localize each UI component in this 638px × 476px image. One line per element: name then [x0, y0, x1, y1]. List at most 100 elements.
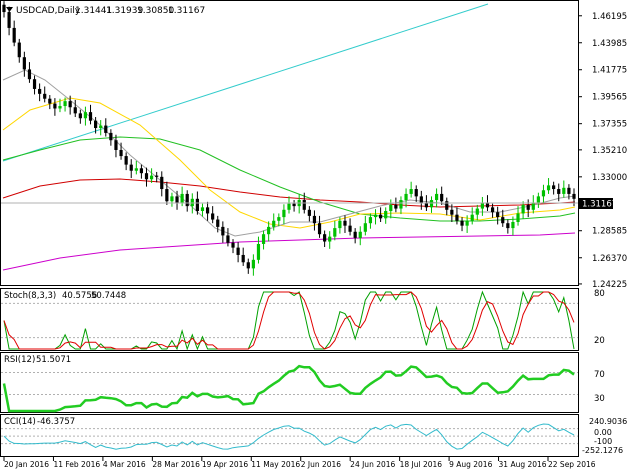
candle-body[interactable] [317, 223, 322, 235]
candle-body[interactable] [506, 223, 510, 229]
candle-body[interactable] [114, 140, 118, 150]
candle-body[interactable] [231, 242, 235, 248]
candle-body[interactable] [414, 189, 418, 197]
candle-body[interactable] [180, 193, 184, 203]
candle-body[interactable] [221, 226, 225, 236]
candle-body[interactable] [43, 93, 47, 99]
candles-group[interactable] [2, 1, 576, 276]
candle-body[interactable] [104, 125, 108, 133]
candle-body[interactable] [373, 214, 378, 218]
candle-body[interactable] [134, 168, 138, 171]
candle-body[interactable] [434, 193, 439, 201]
candle-body[interactable] [338, 220, 342, 229]
candle-body[interactable] [73, 107, 77, 114]
candle-body[interactable] [139, 168, 144, 174]
candle-body[interactable] [328, 236, 332, 242]
candle-body[interactable] [531, 202, 535, 210]
candle-body[interactable] [68, 101, 72, 108]
candle-body[interactable] [567, 187, 571, 194]
candle-body[interactable] [287, 203, 291, 210]
candle-body[interactable] [450, 209, 454, 215]
rsi-line[interactable] [2, 364, 575, 413]
candle-body[interactable] [379, 214, 383, 219]
candle-body[interactable] [307, 209, 311, 216]
candle-body[interactable] [170, 196, 174, 202]
candle-body[interactable] [251, 259, 255, 269]
candle-body[interactable] [277, 217, 281, 221]
candle-body[interactable] [475, 208, 479, 215]
stoch-signal-line[interactable] [3, 291, 575, 350]
candle-body[interactable] [368, 217, 373, 224]
candle-body[interactable] [526, 204, 530, 210]
candle-body[interactable] [424, 202, 429, 208]
candle-body[interactable] [155, 175, 159, 177]
candle-body[interactable] [267, 226, 271, 235]
candle-body[interactable] [312, 215, 317, 224]
candle-body[interactable] [17, 42, 21, 58]
candle-body[interactable] [455, 214, 459, 221]
candle-body[interactable] [149, 175, 154, 180]
ma-red-line[interactable] [2, 178, 576, 208]
cci-line[interactable] [3, 423, 575, 450]
candle-body[interactable] [185, 193, 189, 207]
ma-magenta-line[interactable] [2, 232, 576, 271]
candle-body[interactable] [48, 98, 52, 104]
candle-body[interactable] [389, 204, 393, 212]
candle-body[interactable] [38, 88, 42, 94]
candle-body[interactable] [511, 221, 515, 229]
candle-body[interactable] [246, 262, 250, 269]
candle-body[interactable] [78, 113, 82, 119]
candle-body[interactable] [165, 189, 169, 202]
candle-body[interactable] [429, 200, 434, 208]
candle-body[interactable] [58, 106, 62, 109]
candle-body[interactable] [353, 231, 357, 238]
candle-body[interactable] [363, 223, 367, 232]
candle-body[interactable] [88, 112, 93, 121]
candle-body[interactable] [256, 243, 261, 260]
price-panel[interactable] [0, 0, 579, 286]
candle-body[interactable] [226, 235, 230, 243]
rsi-panel[interactable] [0, 352, 579, 413]
candle-body[interactable] [496, 212, 500, 218]
candle-body[interactable] [175, 196, 179, 203]
candle-body[interactable] [541, 190, 546, 197]
candle-body[interactable] [200, 207, 205, 212]
candle-body[interactable] [241, 254, 245, 263]
candle-body[interactable] [7, 12, 11, 28]
candle-body[interactable] [22, 57, 26, 70]
stoch-panel[interactable] [0, 288, 579, 351]
candle-body[interactable] [333, 228, 337, 237]
candle-body[interactable] [302, 200, 306, 210]
candle-body[interactable] [292, 203, 296, 207]
candle-body[interactable] [12, 27, 16, 43]
candle-body[interactable] [460, 220, 464, 226]
candle-body[interactable] [348, 225, 352, 232]
candle-body[interactable] [399, 200, 403, 209]
candle-body[interactable] [272, 220, 276, 227]
candle-body[interactable] [485, 202, 490, 208]
candle-body[interactable] [282, 209, 286, 218]
candle-body[interactable] [124, 156, 128, 165]
candle-body[interactable] [409, 189, 413, 194]
candle-body[interactable] [160, 176, 164, 190]
candle-body[interactable] [343, 220, 347, 226]
candle-body[interactable] [501, 217, 505, 224]
candle-body[interactable] [190, 198, 194, 207]
ma-green-line[interactable] [2, 136, 576, 222]
cci-panel[interactable] [0, 414, 579, 457]
candle-body[interactable] [419, 196, 423, 203]
candle-body[interactable] [144, 173, 149, 180]
candle-body[interactable] [552, 185, 556, 190]
candle-body[interactable] [516, 213, 520, 222]
candle-body[interactable] [205, 207, 210, 214]
candle-body[interactable] [480, 202, 484, 209]
candle-body[interactable] [83, 112, 88, 119]
ma-yellow-line[interactable] [2, 97, 576, 229]
cyan-trendline[interactable] [2, 3, 489, 162]
candle-body[interactable] [109, 132, 113, 141]
candle-body[interactable] [404, 193, 408, 201]
candle-body[interactable] [216, 219, 220, 227]
candle-body[interactable] [546, 185, 551, 191]
